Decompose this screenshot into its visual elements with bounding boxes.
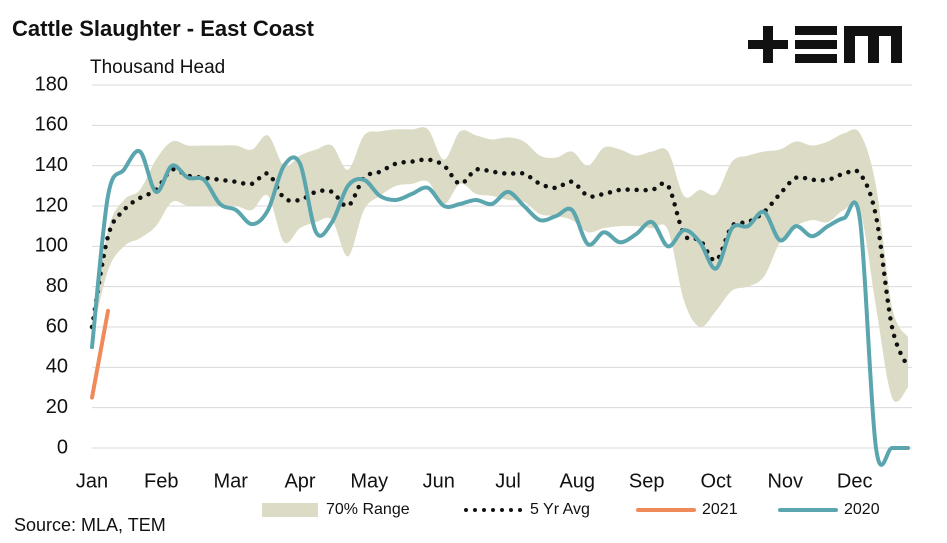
x-tick-label: Sep	[629, 470, 665, 492]
logo-part	[795, 40, 837, 49]
y-tick-label: 140	[35, 154, 68, 176]
logo-part	[795, 54, 837, 63]
x-tick-label: Mar	[213, 470, 248, 492]
x-tick-label: Aug	[559, 470, 595, 492]
x-tick-label: Jul	[495, 470, 521, 492]
series-line	[90, 308, 110, 400]
y-tick-label: 120	[35, 194, 68, 216]
y-tick-label: 160	[35, 114, 68, 136]
chart-title: Cattle Slaughter - East Coast	[12, 16, 315, 41]
y-tick-label: 40	[46, 356, 68, 378]
y-tick-label: 20	[46, 396, 68, 418]
legend-label: 2021	[702, 501, 738, 518]
x-tick-label: Feb	[144, 470, 178, 492]
y-tick-label: 100	[35, 235, 68, 257]
legend-label: 2020	[844, 501, 880, 518]
logo	[748, 26, 902, 63]
logo-part	[844, 26, 902, 63]
series-line	[89, 157, 911, 370]
source-note: Source: MLA, TEM	[14, 515, 166, 535]
y-tick-label: 80	[46, 275, 68, 297]
x-tick-label: Jun	[423, 470, 455, 492]
series-line	[90, 148, 910, 467]
logo-part	[795, 26, 837, 35]
range-band	[92, 127, 908, 402]
chart-subtitle: Thousand Head	[90, 57, 225, 78]
x-tick-label: Jan	[76, 470, 108, 492]
x-tick-label: Apr	[284, 470, 315, 492]
y-tick-label: 0	[57, 436, 68, 458]
logo-part	[763, 26, 773, 63]
x-tick-label: May	[350, 470, 388, 492]
x-tick-label: Dec	[837, 470, 873, 492]
y-tick-label: 180	[35, 73, 68, 95]
legend-label: 70% Range	[326, 501, 410, 518]
x-tick-label: Oct	[700, 470, 732, 492]
y-tick-label: 60	[46, 315, 68, 337]
legend-label: 5 Yr Avg	[530, 501, 590, 518]
legend-swatch	[262, 503, 318, 517]
x-tick-label: Nov	[767, 470, 803, 492]
